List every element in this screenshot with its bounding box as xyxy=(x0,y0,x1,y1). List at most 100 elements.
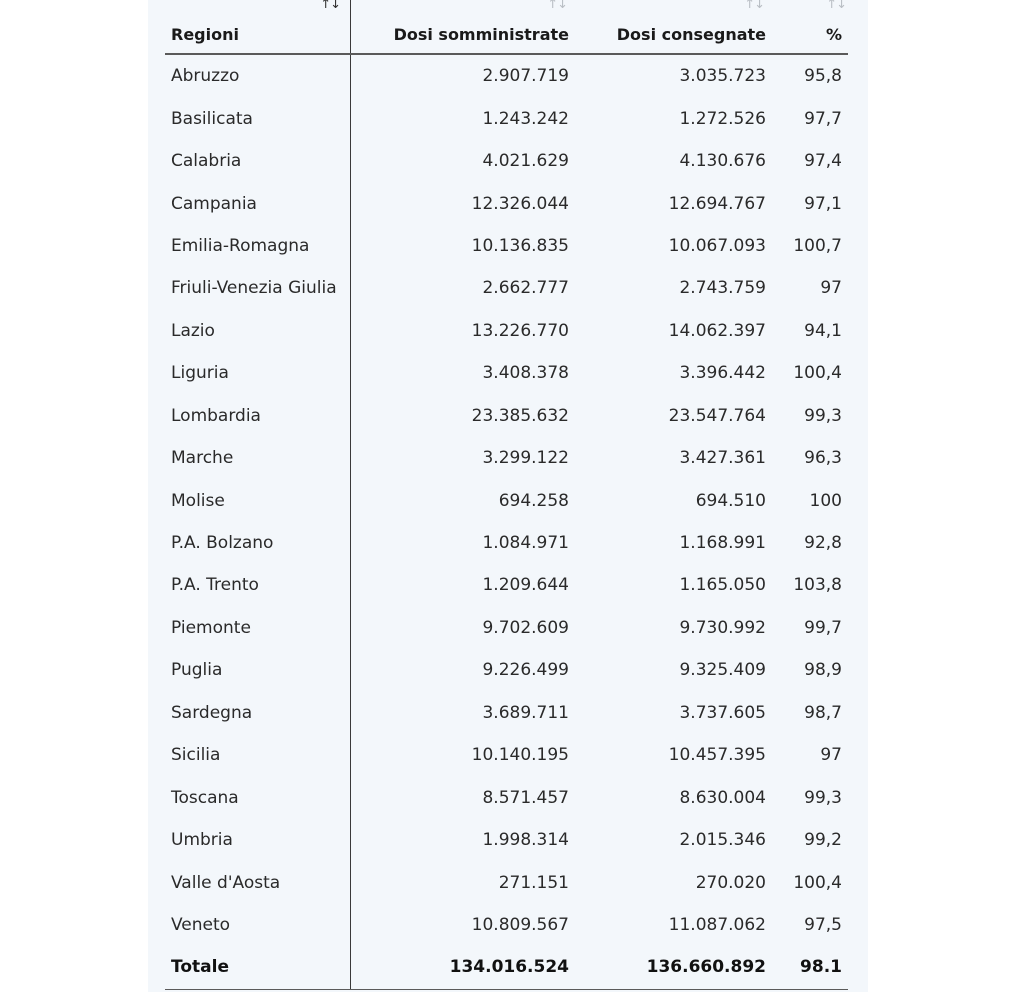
region-cell: Campania xyxy=(165,182,351,225)
percent-cell: 100,7 xyxy=(793,235,842,256)
column-header-label: Regioni xyxy=(171,25,239,44)
table-row: Veneto 10.809.567 11.087.062 97,5 xyxy=(165,903,848,947)
delivered-cell: 14.062.397 xyxy=(668,320,766,341)
region-cell: Molise xyxy=(165,479,351,522)
region-cell: Basilicata xyxy=(165,97,351,140)
table-row: Piemonte 9.702.609 9.730.992 99,7 xyxy=(165,606,848,650)
delivered-cell: 2.743.759 xyxy=(679,278,766,299)
sort-arrows-icon[interactable]: ↑↓ xyxy=(547,0,568,12)
table-header-row: Regioni ↑↓ Dosi somministrate ↑↓ Dosi co… xyxy=(165,0,848,55)
table-row: P.A. Bolzano 1.084.971 1.168.991 92,8 xyxy=(165,521,848,565)
delivered-cell: 270.020 xyxy=(695,872,766,893)
table-row: Basilicata 1.243.242 1.272.526 97,7 xyxy=(165,97,848,140)
region-cell: Piemonte xyxy=(165,606,351,650)
table-body: Abruzzo 2.907.719 3.035.723 95,8 Basilicata 1… xyxy=(165,54,848,990)
percent-cell: 100 xyxy=(809,490,842,511)
sort-arrows-icon[interactable]: ↑↓ xyxy=(320,0,341,12)
region-cell: Liguria xyxy=(165,352,351,395)
administered-cell: 2.907.719 xyxy=(482,66,569,87)
total-label: Totale xyxy=(165,946,351,990)
percent-cell: 99,7 xyxy=(804,617,842,638)
table-row: Toscana 8.571.457 8.630.004 99,3 xyxy=(165,776,848,819)
total-row: Totale 134.016.524 136.660.892 98.1 xyxy=(165,946,848,990)
administered-cell: 3.299.122 xyxy=(482,448,569,469)
administered-cell: 271.151 xyxy=(498,872,569,893)
administered-cell: 694.258 xyxy=(498,490,569,511)
percent-cell: 99,2 xyxy=(804,830,842,851)
percent-cell: 97,1 xyxy=(804,193,842,214)
percent-cell: 97,7 xyxy=(804,108,842,129)
table-row: Puglia 9.226.499 9.325.409 98,9 xyxy=(165,649,848,692)
percent-cell: 94,1 xyxy=(804,320,842,341)
table-row: Lazio 13.226.770 14.062.397 94,1 xyxy=(165,309,848,353)
table-row: Emilia-Romagna 10.136.835 10.067.093 100,7 xyxy=(165,224,848,268)
delivered-cell: 1.168.991 xyxy=(679,533,766,554)
administered-cell: 10.136.835 xyxy=(471,235,569,256)
delivered-cell: 12.694.767 xyxy=(668,193,766,214)
region-cell: Veneto xyxy=(165,903,351,947)
administered-cell: 10.140.195 xyxy=(471,745,569,766)
column-header-regioni[interactable]: Regioni ↑↓ xyxy=(165,0,351,55)
percent-cell: 98,9 xyxy=(804,660,842,681)
delivered-cell: 1.272.526 xyxy=(679,108,766,129)
total-percent: 98.1 xyxy=(766,946,848,990)
column-header-dosi-consegnate[interactable]: Dosi consegnate ↑↓ xyxy=(569,0,766,55)
region-cell: Toscana xyxy=(165,776,351,819)
delivered-cell: 694.510 xyxy=(695,490,766,511)
administered-cell: 2.662.777 xyxy=(482,278,569,299)
table-row: Sicilia 10.140.195 10.457.395 97 xyxy=(165,734,848,777)
region-cell: Sardegna xyxy=(165,691,351,734)
region-cell: Friuli-Venezia Giulia xyxy=(165,267,351,310)
vaccine-doses-table: Regioni ↑↓ Dosi somministrate ↑↓ Dosi co… xyxy=(165,0,848,990)
delivered-cell: 9.730.992 xyxy=(679,617,766,638)
administered-cell: 1.998.314 xyxy=(482,830,569,851)
total-delivered: 136.660.892 xyxy=(569,946,766,990)
administered-cell: 12.326.044 xyxy=(471,193,569,214)
region-cell: P.A. Trento xyxy=(165,564,351,607)
delivered-cell: 4.130.676 xyxy=(679,151,766,172)
administered-cell: 9.226.499 xyxy=(482,660,569,681)
region-cell: Emilia-Romagna xyxy=(165,224,351,268)
delivered-cell: 9.325.409 xyxy=(679,660,766,681)
region-cell: Puglia xyxy=(165,649,351,692)
table-row: Marche 3.299.122 3.427.361 96,3 xyxy=(165,436,848,480)
region-cell: Lombardia xyxy=(165,394,351,437)
sort-arrows-icon[interactable]: ↑↓ xyxy=(826,0,847,12)
percent-cell: 100,4 xyxy=(793,363,842,384)
delivered-cell: 3.737.605 xyxy=(679,702,766,723)
table-row: Lombardia 23.385.632 23.547.764 99,3 xyxy=(165,394,848,437)
delivered-cell: 3.396.442 xyxy=(679,363,766,384)
administered-cell: 1.209.644 xyxy=(482,575,569,596)
administered-cell: 1.084.971 xyxy=(482,533,569,554)
percent-cell: 97,5 xyxy=(804,914,842,935)
administered-cell: 13.226.770 xyxy=(471,320,569,341)
administered-cell: 8.571.457 xyxy=(482,787,569,808)
delivered-cell: 3.427.361 xyxy=(679,448,766,469)
column-header-dosi-somministrate[interactable]: Dosi somministrate ↑↓ xyxy=(350,0,569,55)
percent-cell: 92,8 xyxy=(804,533,842,554)
table-row: Campania 12.326.044 12.694.767 97,1 xyxy=(165,182,848,225)
percent-cell: 97 xyxy=(820,278,842,299)
region-cell: Sicilia xyxy=(165,734,351,777)
delivered-cell: 11.087.062 xyxy=(668,914,766,935)
administered-cell: 10.809.567 xyxy=(471,914,569,935)
administered-cell: 1.243.242 xyxy=(482,108,569,129)
region-cell: Valle d'Aosta xyxy=(165,861,351,904)
table-row: Sardegna 3.689.711 3.737.605 98,7 xyxy=(165,691,848,734)
administered-cell: 23.385.632 xyxy=(471,405,569,426)
percent-cell: 96,3 xyxy=(804,448,842,469)
sort-arrows-icon[interactable]: ↑↓ xyxy=(744,0,765,12)
column-header-label: Dosi consegnate xyxy=(616,25,766,44)
region-cell: Umbria xyxy=(165,818,351,862)
delivered-cell: 10.457.395 xyxy=(668,745,766,766)
delivered-cell: 3.035.723 xyxy=(679,66,766,87)
delivered-cell: 10.067.093 xyxy=(668,235,766,256)
region-cell: Calabria xyxy=(165,139,351,183)
region-cell: Lazio xyxy=(165,309,351,353)
delivered-cell: 1.165.050 xyxy=(679,575,766,596)
percent-cell: 95,8 xyxy=(804,66,842,87)
column-header-percent[interactable]: % ↑↓ xyxy=(766,0,848,55)
percent-cell: 98,7 xyxy=(804,702,842,723)
region-cell: Abruzzo xyxy=(165,54,351,98)
column-header-label: Dosi somministrate xyxy=(393,25,569,44)
